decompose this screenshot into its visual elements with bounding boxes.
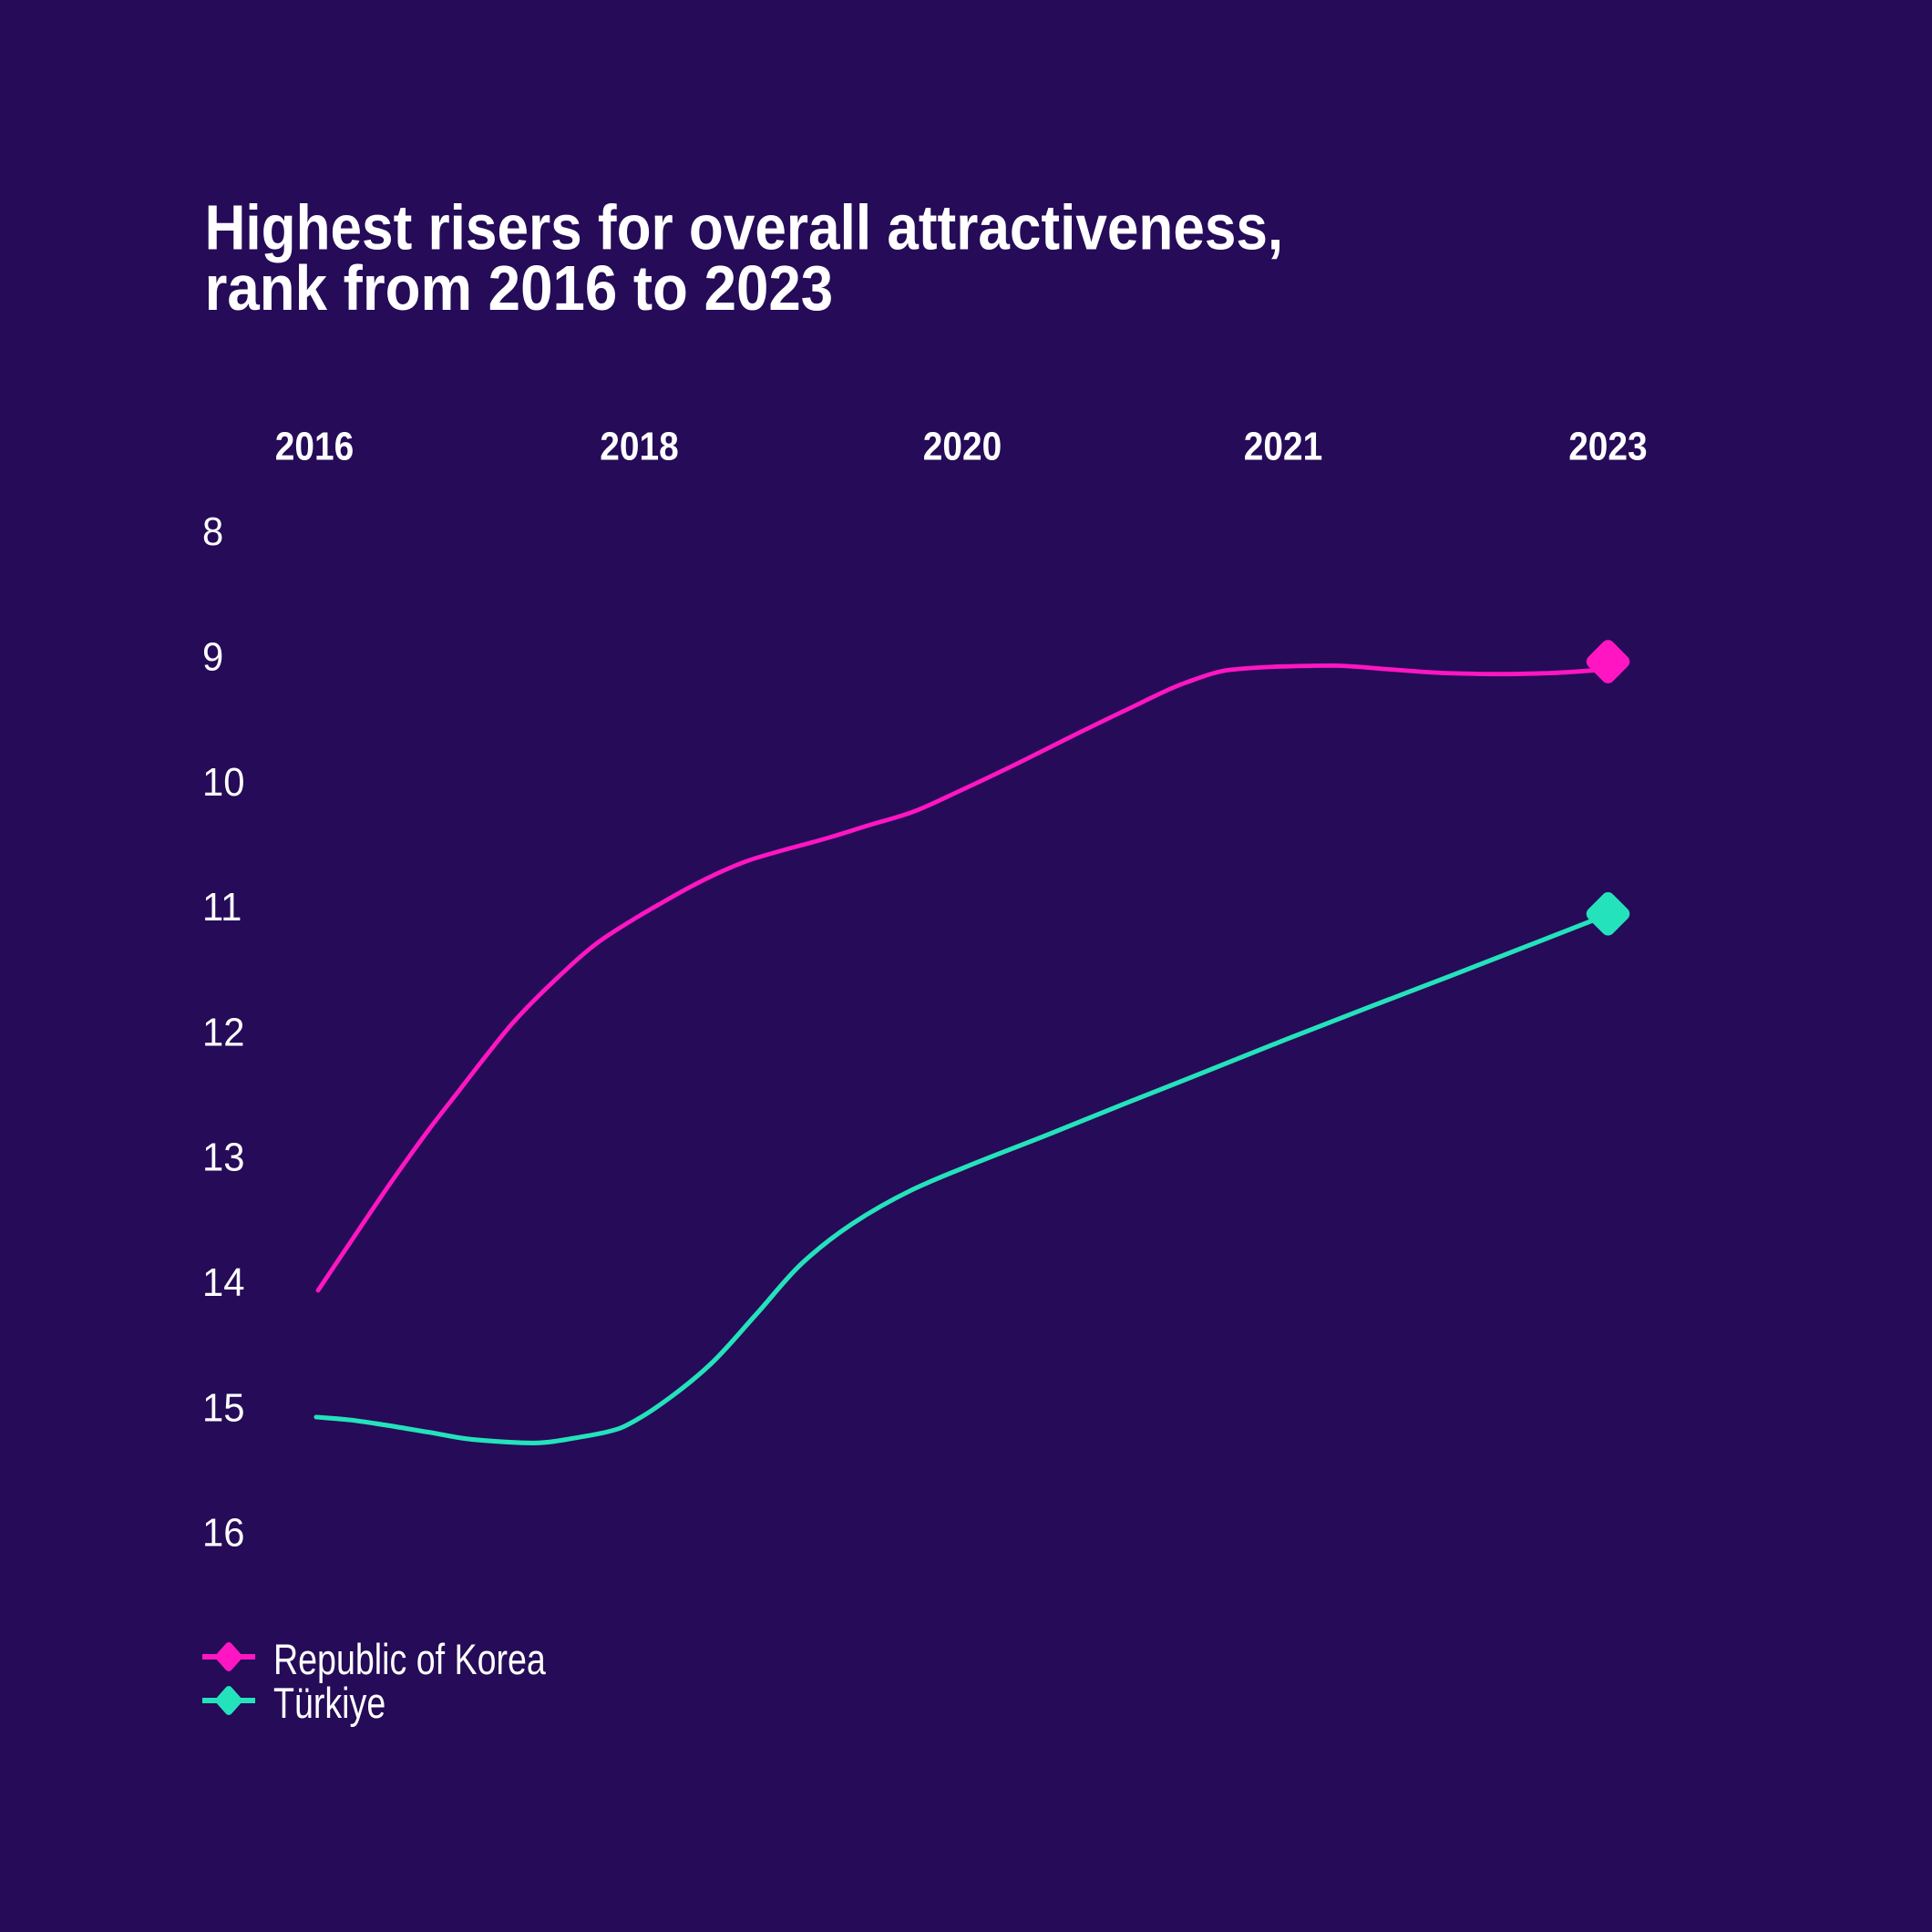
svg-text:2016: 2016 xyxy=(275,423,354,468)
svg-text:15: 15 xyxy=(202,1385,244,1430)
svg-text:12: 12 xyxy=(202,1010,244,1054)
svg-text:11: 11 xyxy=(202,885,242,930)
svg-text:2023: 2023 xyxy=(1568,423,1647,468)
svg-text:rank from 2016 to 2023: rank from 2016 to 2023 xyxy=(205,252,834,324)
svg-text:Türkiye: Türkiye xyxy=(273,1680,385,1728)
svg-text:8: 8 xyxy=(202,509,223,554)
svg-text:16: 16 xyxy=(202,1511,244,1556)
svg-text:9: 9 xyxy=(202,635,223,680)
svg-text:13: 13 xyxy=(202,1136,244,1180)
svg-text:Highest risers for overall att: Highest risers for overall attractivenes… xyxy=(205,192,1284,263)
svg-text:14: 14 xyxy=(202,1260,244,1305)
svg-text:2021: 2021 xyxy=(1244,423,1322,468)
svg-text:2020: 2020 xyxy=(923,423,1002,468)
svg-text:10: 10 xyxy=(202,760,244,805)
svg-text:2018: 2018 xyxy=(600,423,678,468)
svg-text:Republic of Korea: Republic of Korea xyxy=(273,1636,546,1684)
